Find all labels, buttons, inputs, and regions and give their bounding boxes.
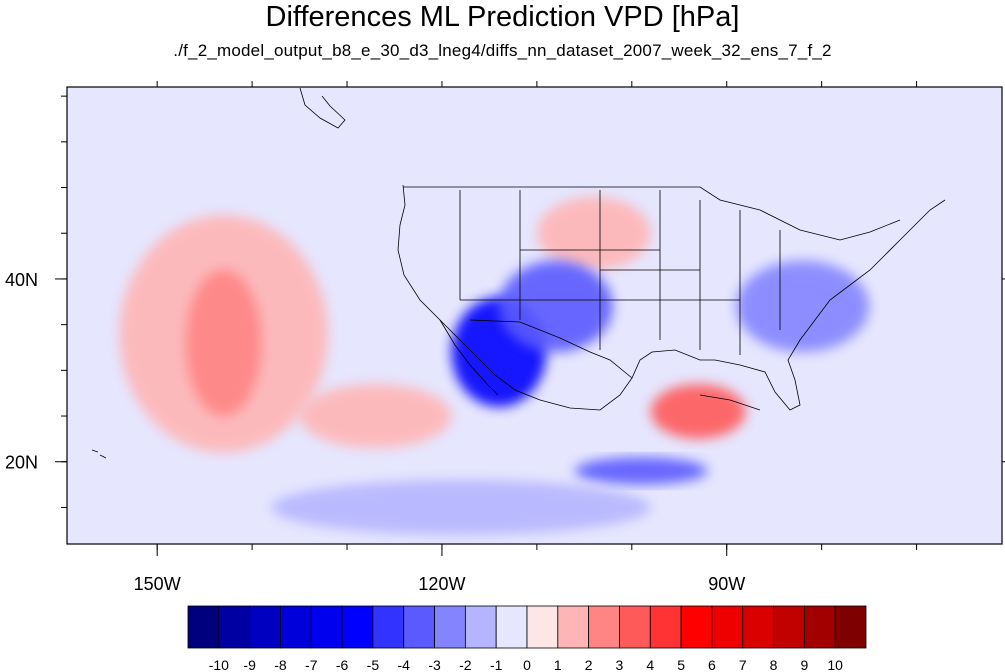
colorbar-swatch (680, 605, 713, 649)
colorbar-label: 9 (800, 657, 808, 672)
colorbar-swatch (434, 605, 466, 649)
y-tick-label: 40N (5, 270, 38, 290)
colorbar-swatch (464, 605, 497, 649)
colorbar-label: 8 (770, 657, 778, 672)
region-great-plains-north (536, 196, 651, 270)
colorbar-swatch (557, 605, 590, 649)
colorbar-swatch (803, 605, 836, 649)
colorbar-swatch (187, 605, 220, 649)
region-eastern-us (736, 260, 870, 353)
border-us-mexico (469, 319, 633, 379)
map-plot-area (67, 87, 1002, 544)
colorbar-swatch (310, 605, 343, 649)
colorbar-label: -2 (459, 657, 472, 672)
colorbar-label: -5 (367, 657, 380, 672)
x-tick-label: 90W (708, 574, 745, 594)
region-gulf-of-mexico (650, 384, 746, 439)
colorbar-label: -8 (274, 657, 287, 672)
colorbar-swatch (341, 605, 374, 649)
colorbar-swatch (249, 605, 281, 649)
x-tick-label: 120W (418, 574, 465, 594)
colorbar-swatch (619, 605, 651, 649)
region-north-pacific-core (185, 269, 262, 417)
colorbar-swatch (742, 605, 774, 649)
map-frame (66, 86, 1003, 545)
colorbar-label: 1 (554, 657, 562, 672)
colorbar-swatch (834, 605, 867, 649)
chart-title: Differences ML Prediction VPD [hPa] (265, 1, 740, 33)
coastline-baja (439, 319, 499, 396)
colorbar-label: 2 (585, 657, 593, 672)
y-tick-label: 20N (5, 453, 38, 473)
colorbar-label: -9 (243, 657, 256, 672)
colorbar-label: 10 (827, 657, 843, 672)
colorbar-swatch (773, 605, 805, 649)
islands-hawaii (91, 449, 107, 459)
border-us-canada (403, 186, 901, 241)
region-subtropical-pacific-pink (299, 384, 452, 449)
colorbar-swatch (588, 605, 620, 649)
colorbar-swatch (649, 605, 682, 649)
colorbar-label: 5 (677, 657, 685, 672)
x-tick-label: 150W (134, 574, 181, 594)
region-rocky-mountains (498, 260, 613, 353)
colorbar-swatch (526, 605, 559, 649)
colorbar-label: -10 (209, 657, 229, 672)
colorbar-label: 7 (739, 657, 747, 672)
colorbar-label: 0 (523, 657, 531, 672)
colorbar-swatch (280, 605, 312, 649)
colorbar-swatch (711, 605, 744, 649)
colorbar-label: 4 (646, 657, 654, 672)
colorbar-label: -1 (490, 657, 503, 672)
region-tropical-pacific-south (271, 480, 651, 535)
chart-subtitle: ./f_2_model_output_b8_e_30_d3_lneg4/diff… (173, 41, 832, 60)
colorbar-swatch (372, 605, 405, 649)
coastline-cuba (699, 394, 761, 411)
colorbar-label: -4 (398, 657, 411, 672)
colorbar-label: 3 (616, 657, 624, 672)
coastline-alaska (299, 87, 346, 129)
colorbar-swatch (218, 605, 251, 649)
colorbar-label: -7 (305, 657, 318, 672)
region-caribbean-south (574, 457, 708, 485)
state-lines (459, 190, 781, 355)
colorbar-label: -6 (336, 657, 349, 672)
colorbar-label: 6 (708, 657, 716, 672)
colorbar-label: -3 (428, 657, 441, 672)
colorbar-swatch (403, 605, 435, 649)
colorbar-swatch (495, 605, 528, 649)
